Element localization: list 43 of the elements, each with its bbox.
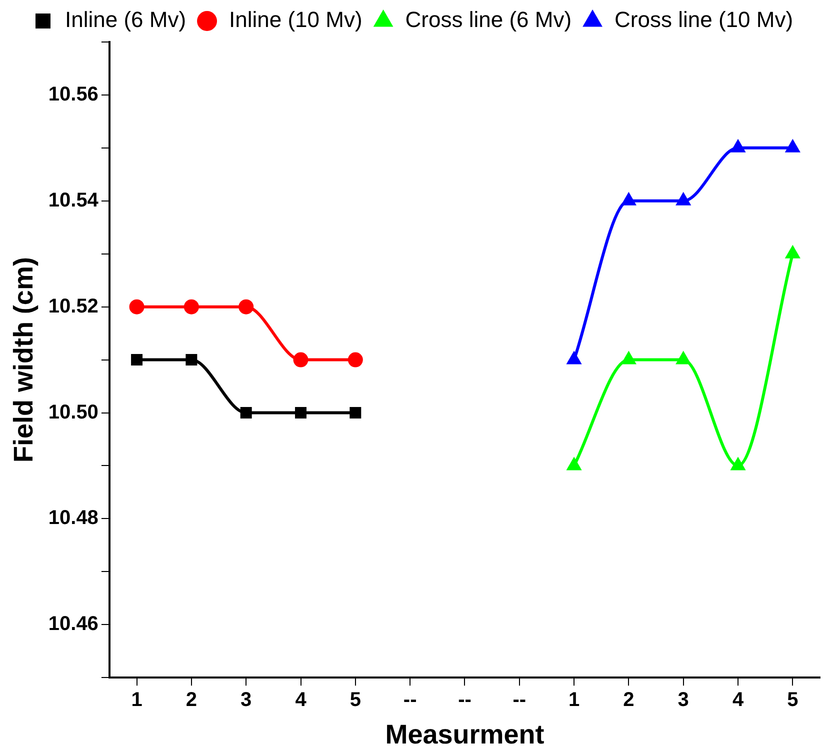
point (293, 352, 308, 368)
point (350, 407, 362, 419)
point (622, 352, 636, 364)
y-tick-label: 10.48 (48, 507, 98, 530)
legend-label: Cross line (6 Mv) (405, 7, 572, 32)
y-tick-label: 10.50 (48, 401, 98, 424)
point (622, 193, 636, 206)
x-tick-label: -- (512, 689, 526, 712)
point (786, 246, 800, 258)
x-tick-label: 3 (678, 689, 689, 712)
x-tick-label: 2 (623, 689, 634, 712)
point (676, 193, 690, 206)
x-tick-label: 3 (240, 689, 252, 712)
x-tick-label: -- (403, 689, 417, 712)
x-tick-label: 1 (131, 689, 142, 712)
y-tick-label: 10.54 (48, 189, 100, 212)
x-tick-label: 4 (732, 689, 744, 712)
legend-label: Inline (6 Mv) (64, 7, 186, 32)
x-tick-label: 2 (186, 689, 197, 712)
legend-label: Inline (10 Mv) (229, 7, 362, 32)
point (731, 140, 745, 152)
y-tick-label: 10.52 (48, 295, 98, 318)
point (131, 354, 143, 366)
point (186, 354, 198, 366)
point (184, 299, 199, 314)
point (238, 299, 254, 314)
point (567, 352, 581, 364)
point (786, 140, 800, 152)
x-axis-title: Measurment (385, 719, 544, 750)
point (348, 352, 363, 368)
x-tick-label: 5 (787, 689, 798, 712)
point (295, 407, 306, 419)
x-tick-label: 5 (350, 689, 361, 712)
point (129, 299, 144, 314)
x-tick-label: 1 (568, 689, 580, 712)
point (240, 407, 252, 419)
y-axis-title: Field width (cm) (8, 257, 39, 463)
y-tick-label: 10.46 (48, 613, 98, 636)
x-tick-label: -- (458, 689, 472, 712)
point (676, 352, 690, 364)
x-tick-label: 4 (295, 689, 308, 712)
y-tick-label: 10.56 (48, 83, 98, 106)
legend-label: Cross line (10 Mv) (614, 7, 794, 32)
